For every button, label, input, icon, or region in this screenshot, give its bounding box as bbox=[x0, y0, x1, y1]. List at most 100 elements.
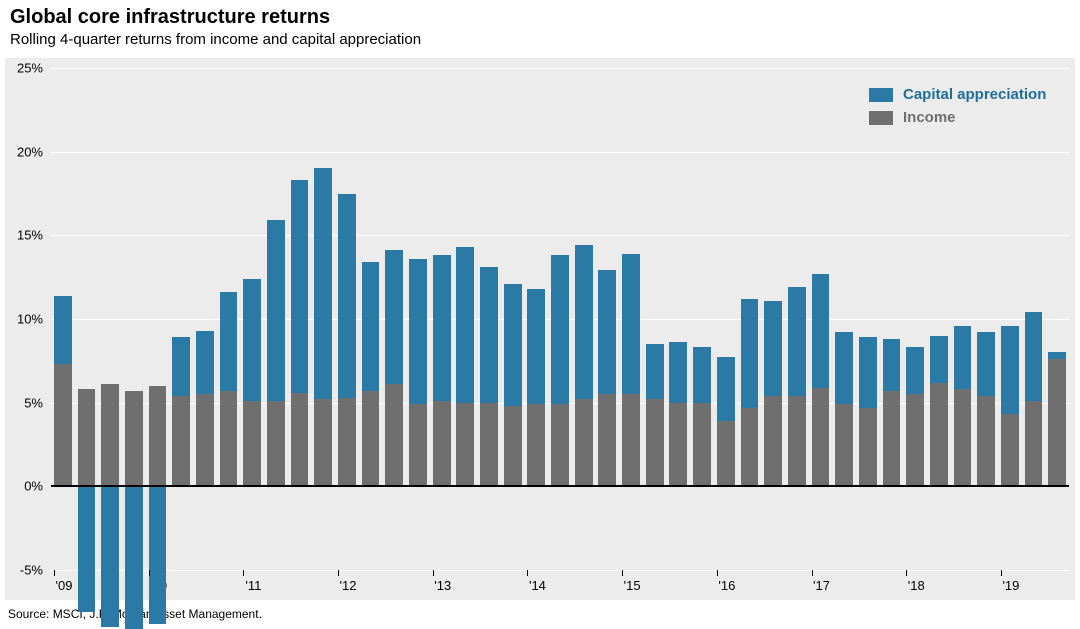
bar-income bbox=[125, 391, 143, 486]
bar-income bbox=[812, 388, 830, 487]
xtick-label: '12 bbox=[340, 578, 357, 593]
bar-income bbox=[409, 404, 427, 486]
header: Global core infrastructure returns Rolli… bbox=[0, 0, 1080, 48]
bar-income bbox=[220, 391, 238, 486]
bar-income bbox=[1048, 359, 1066, 486]
xtick-mark bbox=[433, 570, 434, 576]
bar-capital bbox=[669, 342, 687, 402]
bar-income bbox=[527, 404, 545, 486]
ytick-label: 10% bbox=[5, 312, 43, 327]
xtick-label: '11 bbox=[245, 578, 261, 593]
ytick-label: 15% bbox=[5, 228, 43, 243]
gridline bbox=[51, 68, 1069, 69]
chart-frame: Capital appreciationIncome -5%0%5%10%15%… bbox=[5, 58, 1075, 600]
legend-item-capital: Capital appreciation bbox=[869, 86, 1046, 103]
legend-item-income: Income bbox=[869, 109, 1046, 126]
bar-income bbox=[385, 384, 403, 486]
xtick-mark bbox=[149, 570, 150, 576]
bar-income bbox=[575, 399, 593, 486]
bar-capital bbox=[456, 247, 474, 403]
page-title: Global core infrastructure returns bbox=[10, 6, 1080, 29]
bar-capital bbox=[409, 259, 427, 405]
bar-capital bbox=[504, 284, 522, 406]
ytick-label: -5% bbox=[5, 563, 43, 578]
xtick-label: '17 bbox=[813, 578, 830, 593]
bar-income bbox=[906, 394, 924, 486]
bar-income bbox=[646, 399, 664, 486]
bar-income bbox=[78, 389, 96, 486]
xtick-label: '16 bbox=[718, 578, 735, 593]
xtick-label: '18 bbox=[908, 578, 925, 593]
bar-income bbox=[291, 393, 309, 487]
bar-capital bbox=[1048, 352, 1066, 359]
gridline bbox=[51, 570, 1069, 571]
legend-label: Capital appreciation bbox=[903, 86, 1046, 103]
xtick-label: '19 bbox=[1002, 578, 1019, 593]
xtick-mark bbox=[54, 570, 55, 576]
bar-income bbox=[883, 391, 901, 486]
bar-capital bbox=[977, 332, 995, 396]
bar-income bbox=[622, 394, 640, 486]
xtick-mark bbox=[338, 570, 339, 576]
xtick-mark bbox=[527, 570, 528, 576]
bar-capital bbox=[101, 486, 119, 627]
bar-income bbox=[764, 396, 782, 486]
xtick-mark bbox=[1001, 570, 1002, 576]
bar-income bbox=[930, 383, 948, 487]
bar-income bbox=[149, 386, 167, 486]
page-subtitle: Rolling 4-quarter returns from income an… bbox=[10, 31, 1080, 48]
bar-capital bbox=[385, 250, 403, 384]
bar-capital bbox=[220, 292, 238, 391]
bar-income bbox=[338, 398, 356, 487]
bar-capital bbox=[267, 220, 285, 401]
xtick-label: '09 bbox=[55, 578, 72, 593]
gridline bbox=[51, 235, 1069, 236]
ytick-label: 25% bbox=[5, 61, 43, 76]
bar-income bbox=[101, 384, 119, 486]
bar-capital bbox=[78, 486, 96, 612]
ytick-label: 20% bbox=[5, 144, 43, 159]
bar-capital bbox=[859, 337, 877, 407]
xtick-mark bbox=[243, 570, 244, 576]
bar-income bbox=[196, 394, 214, 486]
bar-capital bbox=[575, 245, 593, 399]
xtick-label: '14 bbox=[529, 578, 546, 593]
bar-income bbox=[314, 399, 332, 486]
bar-capital bbox=[196, 331, 214, 395]
bar-income bbox=[433, 401, 451, 486]
ytick-label: 0% bbox=[5, 479, 43, 494]
bar-capital bbox=[954, 326, 972, 390]
bar-income bbox=[717, 421, 735, 486]
bar-capital bbox=[622, 254, 640, 395]
bar-capital bbox=[527, 289, 545, 404]
bar-capital bbox=[788, 287, 806, 396]
bar-income bbox=[693, 403, 711, 487]
bar-income bbox=[243, 401, 261, 486]
legend-swatch bbox=[869, 88, 893, 102]
bar-capital bbox=[646, 344, 664, 399]
bar-income bbox=[598, 394, 616, 486]
legend: Capital appreciation Income bbox=[869, 86, 1046, 132]
bar-income bbox=[859, 408, 877, 487]
bar-income bbox=[551, 404, 569, 486]
zero-line bbox=[51, 485, 1069, 487]
bar-income bbox=[835, 404, 853, 486]
plot-area: Capital appreciation Income bbox=[51, 68, 1069, 570]
bar-income bbox=[788, 396, 806, 486]
bar-capital bbox=[172, 337, 190, 396]
bar-capital bbox=[291, 180, 309, 393]
bar-capital bbox=[314, 168, 332, 399]
bar-capital bbox=[598, 270, 616, 394]
legend-swatch bbox=[869, 111, 893, 125]
bar-capital bbox=[883, 339, 901, 391]
bar-income bbox=[1025, 401, 1043, 486]
bar-income bbox=[504, 406, 522, 486]
bar-income bbox=[954, 389, 972, 486]
bar-income bbox=[267, 401, 285, 486]
bar-income bbox=[977, 396, 995, 486]
bar-capital bbox=[551, 255, 569, 404]
bar-capital bbox=[1001, 326, 1019, 415]
page: Global core infrastructure returns Rolli… bbox=[0, 0, 1080, 629]
xtick-mark bbox=[812, 570, 813, 576]
bar-capital bbox=[835, 332, 853, 404]
